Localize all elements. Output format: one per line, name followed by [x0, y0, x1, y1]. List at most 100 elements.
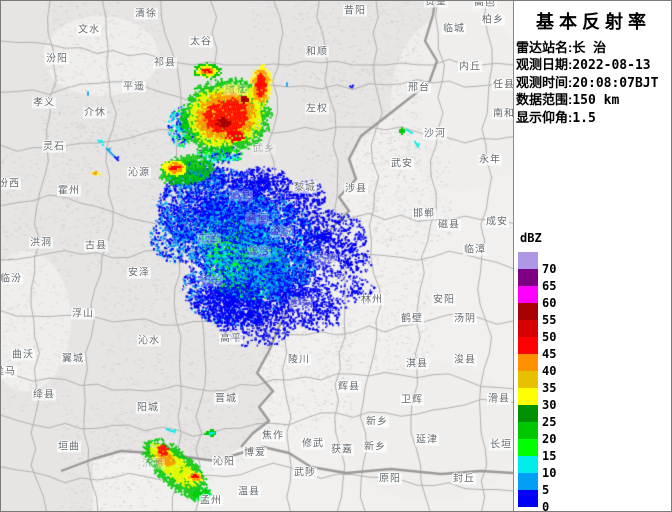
station-value: 长 治: [572, 41, 607, 56]
map-label: 屯留: [197, 233, 221, 245]
map-label: 浚县: [453, 354, 477, 366]
map-label: 涉县: [344, 183, 368, 195]
map-label: 霍州: [57, 185, 81, 197]
legend-swatch: [518, 320, 538, 337]
map-label: 长治: [247, 246, 271, 258]
legend-swatch: [518, 456, 538, 473]
map-label: 洪洞: [29, 237, 53, 249]
map-label: 邯郸: [412, 208, 436, 220]
map-label: 延津: [415, 434, 439, 446]
range-row: 数据范围:150 km: [516, 92, 671, 109]
map-label: 鹤壁: [400, 313, 424, 325]
map-label: 孟州: [199, 495, 223, 507]
legend-unit-label: dBZ: [520, 231, 542, 245]
legend-swatch: [518, 303, 538, 320]
map-label: 内丘: [458, 61, 482, 73]
legend-value-label: 15: [542, 449, 557, 463]
legend-swatch: [518, 354, 538, 371]
legend-value-label: 5: [542, 483, 550, 497]
product-title: 基本反射率: [536, 12, 651, 32]
map-label: 壶关: [289, 298, 313, 310]
map-label: 浮山: [71, 308, 95, 320]
map-label: 获嘉: [330, 444, 354, 456]
legend-swatch: [518, 371, 538, 388]
legend-swatch: [518, 286, 538, 303]
map-label: 成安: [485, 216, 509, 228]
map-label: 灵石: [42, 141, 66, 153]
map-label: 邢台: [407, 82, 431, 94]
legend-value-label: 30: [542, 398, 557, 412]
map-label: 武安: [390, 158, 414, 170]
map-label: 翼城: [61, 353, 85, 365]
map-label: 安阳: [432, 294, 456, 306]
map-label: 沁源: [127, 167, 151, 179]
map-label: 沁县: [229, 190, 253, 202]
elevation-label: 显示仰角:: [516, 109, 573, 125]
map-label: 高邑: [473, 1, 497, 9]
map-label: 绛县: [32, 389, 56, 401]
date-label: 观测日期:: [516, 57, 573, 73]
legend-swatch: [518, 252, 538, 269]
legend-swatch: [518, 490, 538, 507]
legend-value-label: 25: [542, 415, 557, 429]
time-row: 观测时间:20:08:07BJT: [516, 75, 671, 92]
map-label: 长垣: [489, 439, 513, 451]
map-label: 晋城: [214, 393, 238, 405]
map-label: 平顺: [314, 254, 338, 266]
map-label: 滑县: [487, 393, 511, 405]
map-label: 临漳: [463, 244, 487, 256]
legend-swatch: [518, 473, 538, 490]
map-label: 任县: [492, 79, 514, 91]
map-label: 卫辉: [400, 394, 424, 406]
map-label: 武陟: [293, 467, 317, 479]
map-label: 和顺: [305, 46, 329, 58]
map-label: 曲沃: [11, 349, 35, 361]
map-label: 平遥: [122, 81, 146, 93]
time-label: 观测时间:: [516, 74, 573, 90]
map-label: 赞皇: [424, 1, 448, 8]
reflectivity-legend: 70 65 60 55 50 45 40 35 30 25 20 15 10 5 0: [518, 252, 638, 511]
station-label: 雷达站名:: [516, 40, 573, 55]
legend-swatch: [518, 439, 538, 456]
elevation-row: 显示仰角:1.5: [516, 110, 671, 127]
elevation-value: 1.5: [572, 110, 596, 126]
map-label: 临汾: [1, 273, 23, 285]
legend-value-label: 45: [542, 347, 557, 361]
map-label: 黎城: [293, 182, 317, 194]
legend-value-label: 0: [542, 500, 550, 512]
map-label: 南和: [492, 108, 514, 120]
map-label: 新乡: [365, 416, 389, 428]
map-label: 沙河: [423, 128, 447, 140]
map-label: 祁县: [153, 57, 177, 69]
legend-value-label: 55: [542, 313, 557, 327]
legend-value-label: 50: [542, 330, 557, 344]
map-label: 辉县: [337, 381, 361, 393]
legend-value-label: 20: [542, 432, 557, 446]
info-panel: 基本反射率 雷达站名:长 治 观测日期:2022-08-13 观测时间:20:0…: [514, 1, 671, 511]
map-label: 清徐: [134, 8, 158, 20]
station-row: 雷达站名:长 治: [516, 40, 671, 57]
map-label: 汾阳: [45, 53, 69, 65]
legend-swatch: [518, 337, 538, 354]
map-label: 榆社: [224, 84, 248, 96]
range-value: 150 km: [572, 93, 620, 109]
map-label: 高平: [219, 333, 243, 345]
map-label: 昔阳: [343, 5, 367, 17]
map-label: 长子: [199, 275, 223, 287]
map-label: 永年: [478, 154, 502, 166]
legend-swatch: [518, 388, 538, 405]
map-label: 左权: [305, 103, 329, 115]
range-label: 数据范围:: [516, 92, 573, 108]
map-label: 博爱: [243, 447, 267, 459]
map-label: 垣曲: [57, 441, 81, 453]
legend-swatch: [518, 422, 538, 439]
map-label: 温县: [237, 486, 261, 498]
map-label: 潞城: [270, 226, 294, 238]
map-label: 新乡: [363, 441, 387, 453]
map-label: 磁县: [437, 219, 461, 231]
map-label: 安泽: [127, 267, 151, 279]
map-label: 林州: [360, 294, 384, 306]
legend-value-label: 40: [542, 364, 557, 378]
legend-value-label: 60: [542, 296, 557, 310]
